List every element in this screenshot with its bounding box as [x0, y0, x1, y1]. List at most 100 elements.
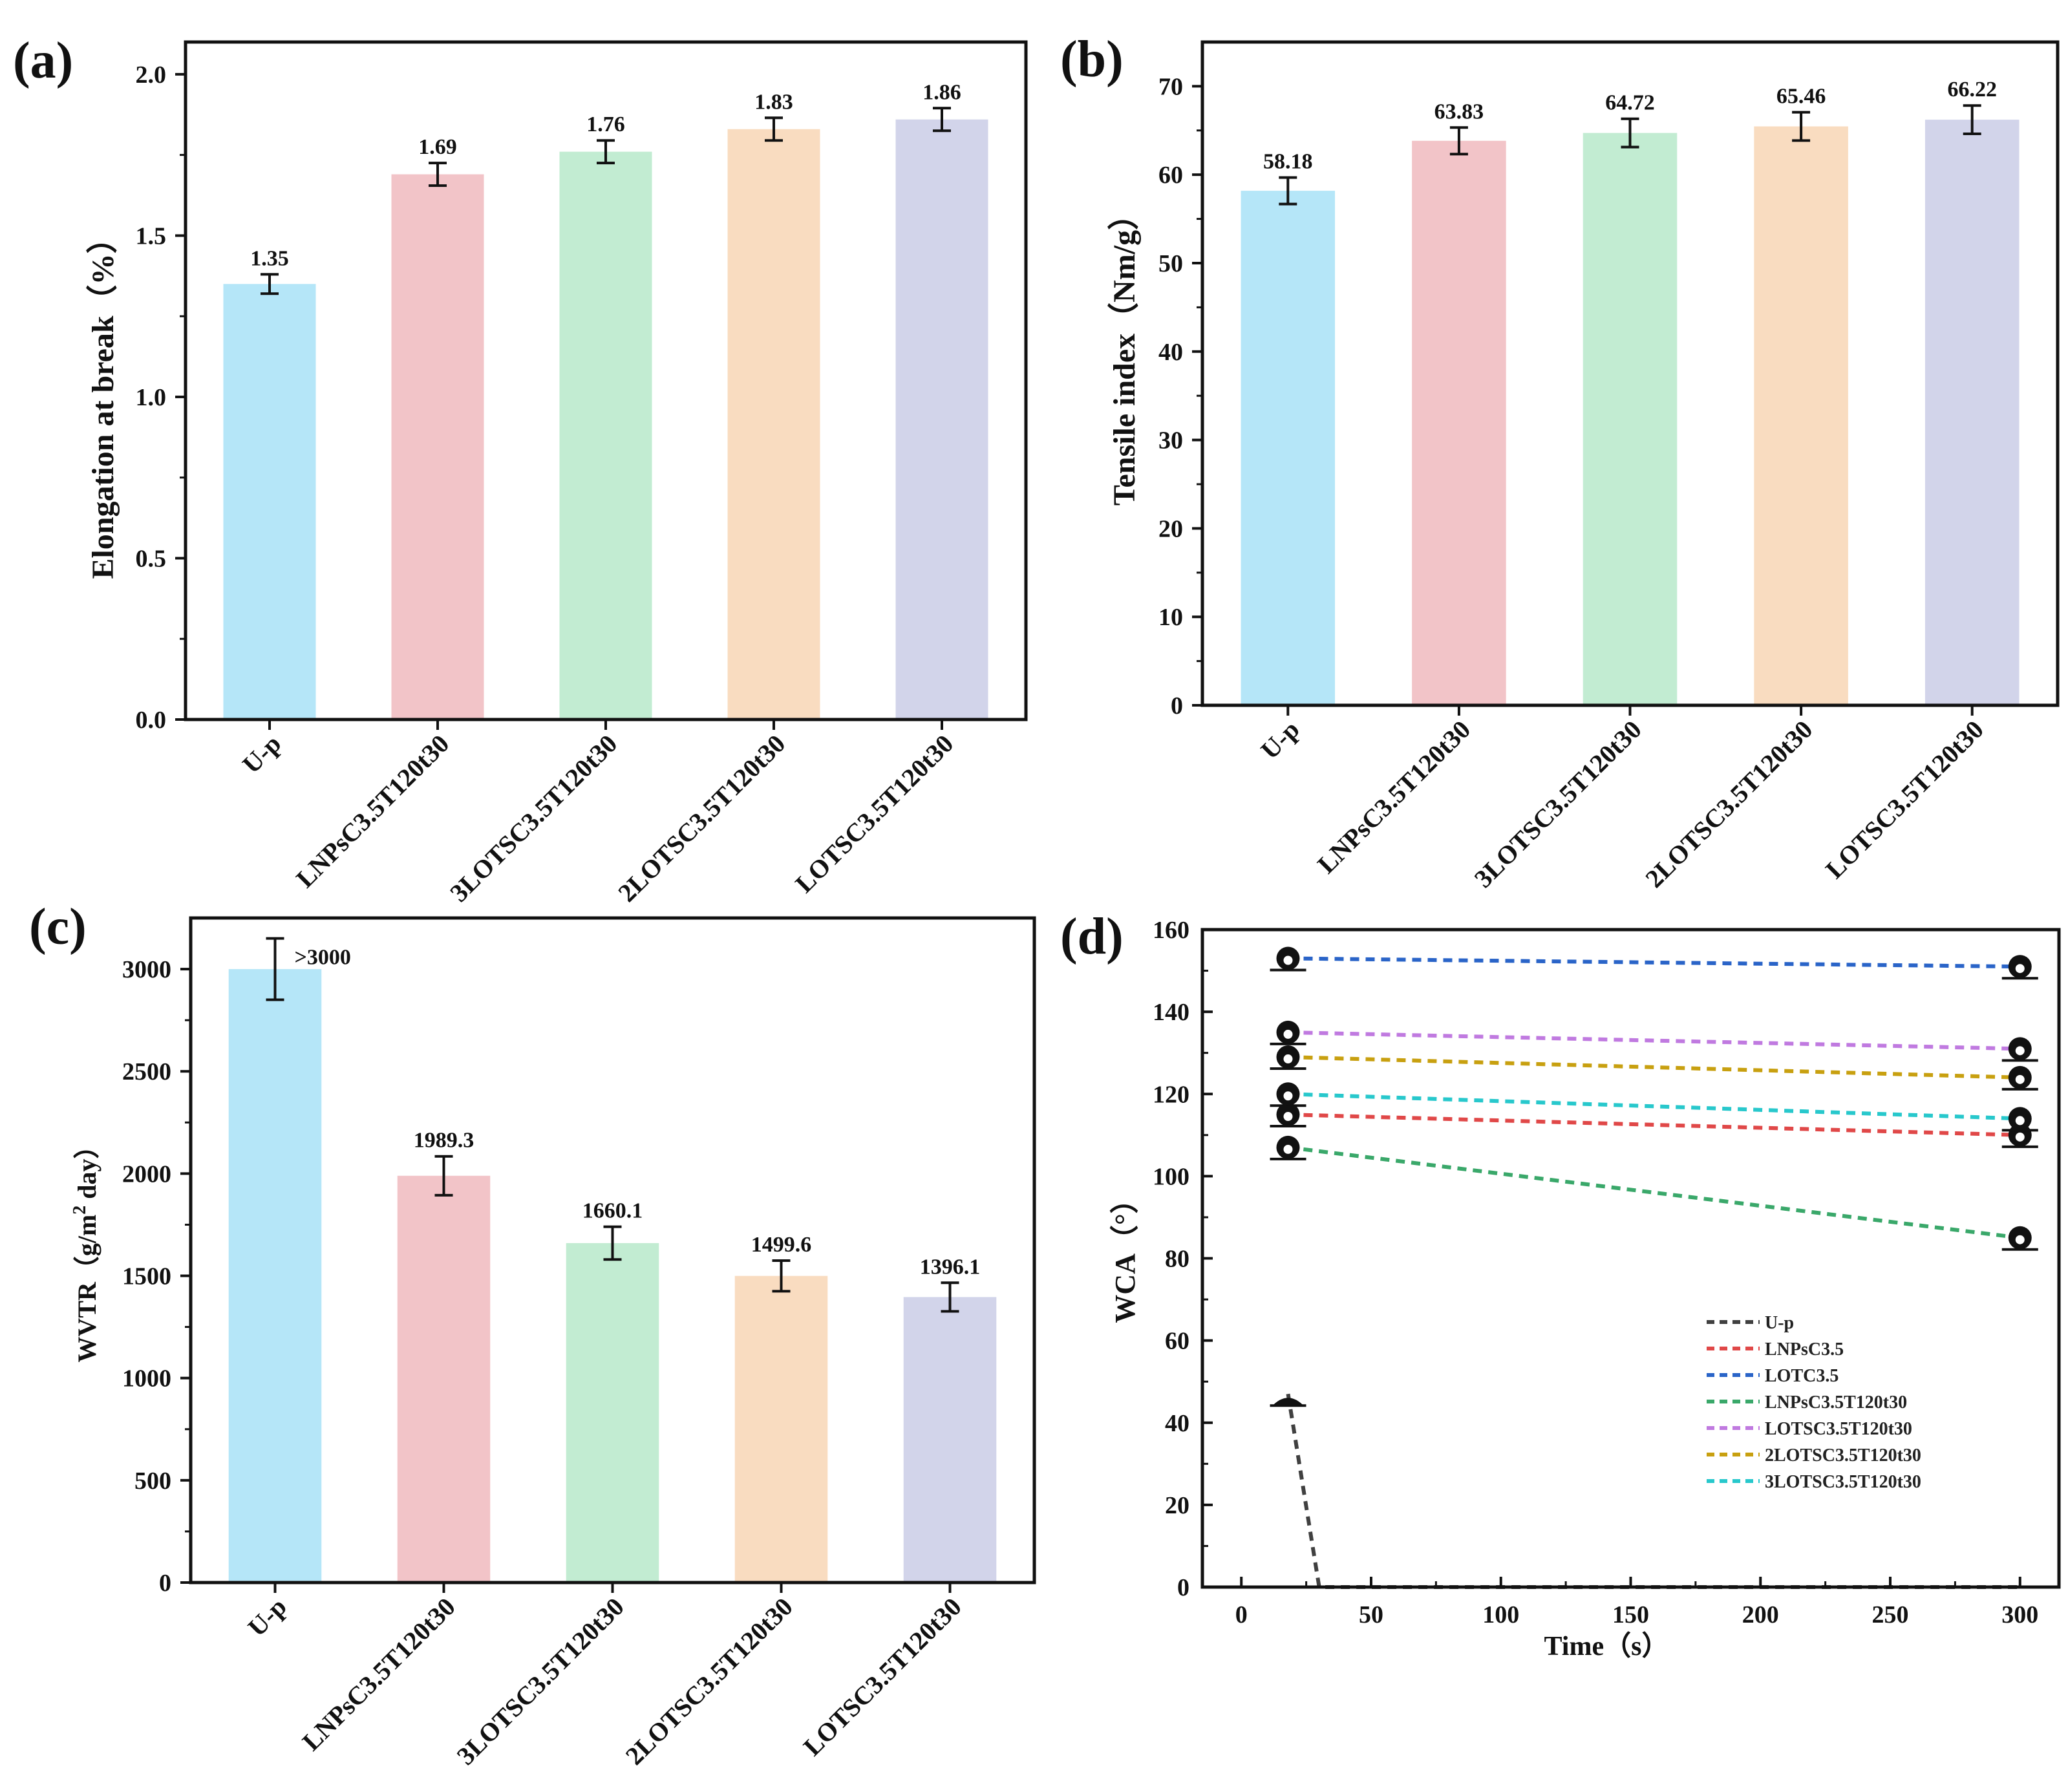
x-tick-label-d-0: 0	[1235, 1601, 1248, 1628]
y-tick-label-a-1: 0.5	[136, 545, 167, 572]
error-bar-c-3	[772, 1259, 791, 1293]
data-label-b-2: 64.72	[1605, 91, 1655, 115]
droplet-highlight	[1283, 1091, 1293, 1101]
bar-a-3	[727, 129, 820, 720]
y-tick-label-b-0: 0	[1171, 692, 1183, 720]
data-label-a-2: 1.76	[586, 112, 625, 136]
error-bar-a-2	[597, 139, 615, 165]
series-line-6	[1288, 1092, 2020, 1121]
error-bar-c-1	[434, 1155, 453, 1197]
plot-frame-c	[189, 916, 1036, 1584]
panel-label-d: (d)	[1060, 908, 1124, 965]
error-bar-a-3	[765, 116, 783, 142]
droplet-marker-3-0	[1270, 1135, 1306, 1160]
y-tick-label-c-0: 0	[159, 1570, 171, 1597]
droplet-highlight	[2015, 1235, 2025, 1244]
y-tick-label-b-3: 30	[1158, 427, 1183, 454]
y-axis-label-c-part1: WVTR（g/m	[72, 1215, 101, 1363]
bar-c-0	[228, 969, 322, 1583]
data-label-c-3: 1499.6	[751, 1233, 812, 1257]
y-tick-label-a-3: 1.5	[136, 222, 167, 250]
y-axis-label-b: Tensile index（Nm/g）	[1107, 199, 1142, 506]
error-bar-b-4	[1963, 104, 1981, 135]
bar-b-2	[1583, 133, 1678, 706]
droplet-marker-1-0	[1270, 1103, 1306, 1128]
y-tick-label-b-4: 40	[1158, 339, 1183, 366]
y-tick-label-a-2: 1.0	[136, 384, 167, 411]
data-label-b-3: 65.46	[1776, 85, 1826, 109]
legend-d: U-p LNPsC3.5 LOTC3.5 LNPsC3.5T120t30 LOTSC3.…	[1707, 1313, 1921, 1492]
error-bar-b-0	[1279, 176, 1297, 206]
series-line-4	[1288, 1030, 2020, 1051]
legend-label-3: LNPsC3.5T120t30	[1765, 1392, 1907, 1413]
data-label-b-4: 66.22	[1947, 78, 1997, 101]
plot-frame-a	[184, 40, 1028, 721]
error-bar-c-0	[266, 937, 284, 1001]
y-tick-label-d-0: 0	[1177, 1574, 1189, 1601]
bar-b-3	[1754, 126, 1848, 705]
droplet-marker-5-0	[1270, 1045, 1306, 1071]
y-tick-label-b-1: 10	[1158, 604, 1183, 631]
y-tick-label-d-3: 60	[1165, 1328, 1189, 1355]
legend-label-1: LNPsC3.5	[1765, 1339, 1844, 1360]
droplet-marker-4-0	[1270, 1020, 1306, 1045]
y-tick-label-d-6: 120	[1153, 1081, 1189, 1108]
bar-c-3	[734, 1275, 828, 1583]
error-bar-a-4	[933, 107, 951, 133]
droplet-marker-5-1	[2001, 1065, 2038, 1091]
data-label-c-1: 1989.3	[414, 1129, 474, 1153]
panel-label-c: (c)	[29, 899, 87, 955]
droplet-highlight	[2015, 1046, 2025, 1056]
y-axis-label-d: WCA（°）	[1109, 1185, 1141, 1323]
plot-frame-b	[1200, 40, 2060, 707]
y-axis-label-c-part2: day）	[72, 1133, 101, 1205]
data-label-a-4: 1.86	[922, 80, 961, 104]
legend-label-0: U-p	[1765, 1313, 1794, 1333]
legend-label-2: LOTC3.5	[1765, 1366, 1839, 1386]
droplet-marker-2-1	[2001, 955, 2038, 980]
droplet-marker-6-1	[2001, 1107, 2038, 1132]
y-tick-label-b-6: 60	[1158, 162, 1183, 189]
legend-label-6: 3LOTSC3.5T120t30	[1765, 1472, 1921, 1492]
y-axis-label-a: Elongation at break（%）	[86, 222, 120, 579]
data-label-a-0: 1.35	[250, 246, 289, 270]
data-label-a-3: 1.83	[754, 90, 793, 114]
data-label-c-2: 1660.1	[582, 1199, 643, 1223]
error-bar-b-1	[1449, 126, 1468, 156]
panel-d: (d) WCA（°） Time（s） 0 50 100 150 200 250 300 0 20…	[1060, 908, 2061, 1661]
droplet-highlight	[1283, 1054, 1293, 1064]
y-axis-label-c-superscript: 2	[70, 1206, 90, 1215]
error-bar-c-4	[941, 1281, 959, 1313]
x-tick-label-d-3: 150	[1612, 1601, 1649, 1628]
data-label-b-0: 58.18	[1263, 150, 1313, 174]
droplet-highlight	[1283, 1029, 1293, 1039]
x-tick-label-d-4: 200	[1742, 1601, 1779, 1628]
bar-c-2	[566, 1243, 659, 1583]
data-label-b-1: 63.83	[1434, 100, 1484, 123]
series-line-0	[1286, 1393, 2020, 1589]
x-tick-label-d-1: 50	[1359, 1601, 1383, 1628]
droplet-highlight	[2015, 964, 2025, 974]
series-line-1	[1288, 1113, 2020, 1137]
droplet-marker-6-0	[1270, 1082, 1306, 1107]
legend-label-4: LOTSC3.5T120t30	[1765, 1419, 1912, 1439]
y-tick-label-d-5: 100	[1153, 1163, 1189, 1190]
y-tick-label-b-7: 70	[1158, 73, 1183, 100]
bar-c-4	[903, 1297, 997, 1583]
data-label-a-1: 1.69	[418, 135, 457, 159]
y-tick-label-d-1: 20	[1165, 1492, 1189, 1519]
bar-a-2	[559, 151, 652, 720]
y-tick-label-c-5: 2500	[122, 1058, 171, 1085]
droplet-marker-3-1	[2001, 1226, 2038, 1251]
y-tick-label-c-3: 1500	[122, 1263, 171, 1290]
y-tick-label-d-8: 160	[1153, 917, 1189, 944]
y-tick-label-d-2: 40	[1165, 1410, 1189, 1437]
y-tick-label-b-2: 20	[1158, 515, 1183, 542]
droplet-highlight	[2015, 1074, 2025, 1084]
data-label-c-4: 1396.1	[920, 1255, 981, 1279]
droplet-marker-2-0	[1270, 946, 1306, 972]
y-tick-label-c-2: 1000	[122, 1365, 171, 1392]
x-tick-label-d-6: 300	[2001, 1601, 2038, 1628]
y-tick-label-b-5: 50	[1158, 250, 1183, 277]
